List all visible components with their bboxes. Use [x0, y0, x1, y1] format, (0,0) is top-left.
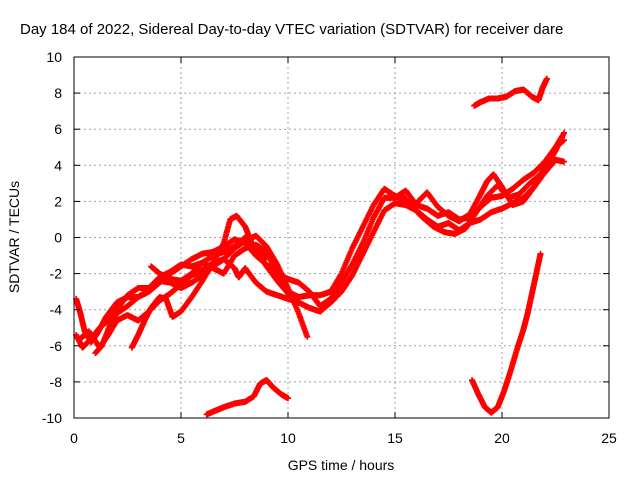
data-point-marker: [537, 250, 544, 257]
series-8: [203, 377, 291, 418]
y-tick-label: -2: [50, 266, 63, 282]
series-5: [128, 212, 298, 351]
data-point-marker: [291, 299, 298, 306]
x-tick-label: 15: [387, 430, 403, 446]
y-tick-label: 0: [54, 230, 62, 246]
y-tick-label: -10: [42, 410, 62, 426]
y-tick-label: 8: [54, 85, 62, 101]
chart-title: Day 184 of 2022, Sidereal Day-to-day VTE…: [20, 21, 563, 38]
y-tick-label: 10: [46, 49, 62, 65]
x-tick-label: 5: [177, 430, 185, 446]
series-4: [92, 232, 311, 357]
axis-ticks: 0 5 10 15 20 25 -10 -8 -6 -4 -2 0 2 4 6 8 10: [42, 49, 617, 446]
series-6: [148, 234, 270, 284]
y-tick-label: -4: [50, 302, 63, 318]
series-7: [398, 133, 565, 237]
y-tick-label: 4: [54, 157, 62, 173]
x-tick-label: 25: [601, 430, 617, 446]
x-tick-label: 10: [280, 430, 296, 446]
data-point-marker: [285, 395, 291, 402]
y-tick-label: -6: [50, 338, 63, 354]
y-axis-label: SDTVAR / TECUs: [6, 181, 22, 293]
x-tick-label: 20: [494, 430, 510, 446]
y-tick-label: 6: [54, 121, 62, 137]
series-10: [469, 250, 544, 416]
data-point-marker: [561, 129, 568, 136]
series-9: [471, 75, 550, 109]
x-axis-label: GPS time / hours: [288, 457, 395, 473]
data-point-marker: [304, 333, 311, 340]
y-tick-label: 2: [54, 193, 62, 209]
data-point-marker: [558, 133, 565, 140]
data-point-marker: [561, 158, 568, 165]
y-tick-label: -8: [50, 374, 63, 390]
data-point-marker: [263, 254, 270, 261]
x-tick-label: 0: [70, 430, 78, 446]
data-points: [73, 75, 568, 418]
data-point-marker: [543, 75, 550, 82]
